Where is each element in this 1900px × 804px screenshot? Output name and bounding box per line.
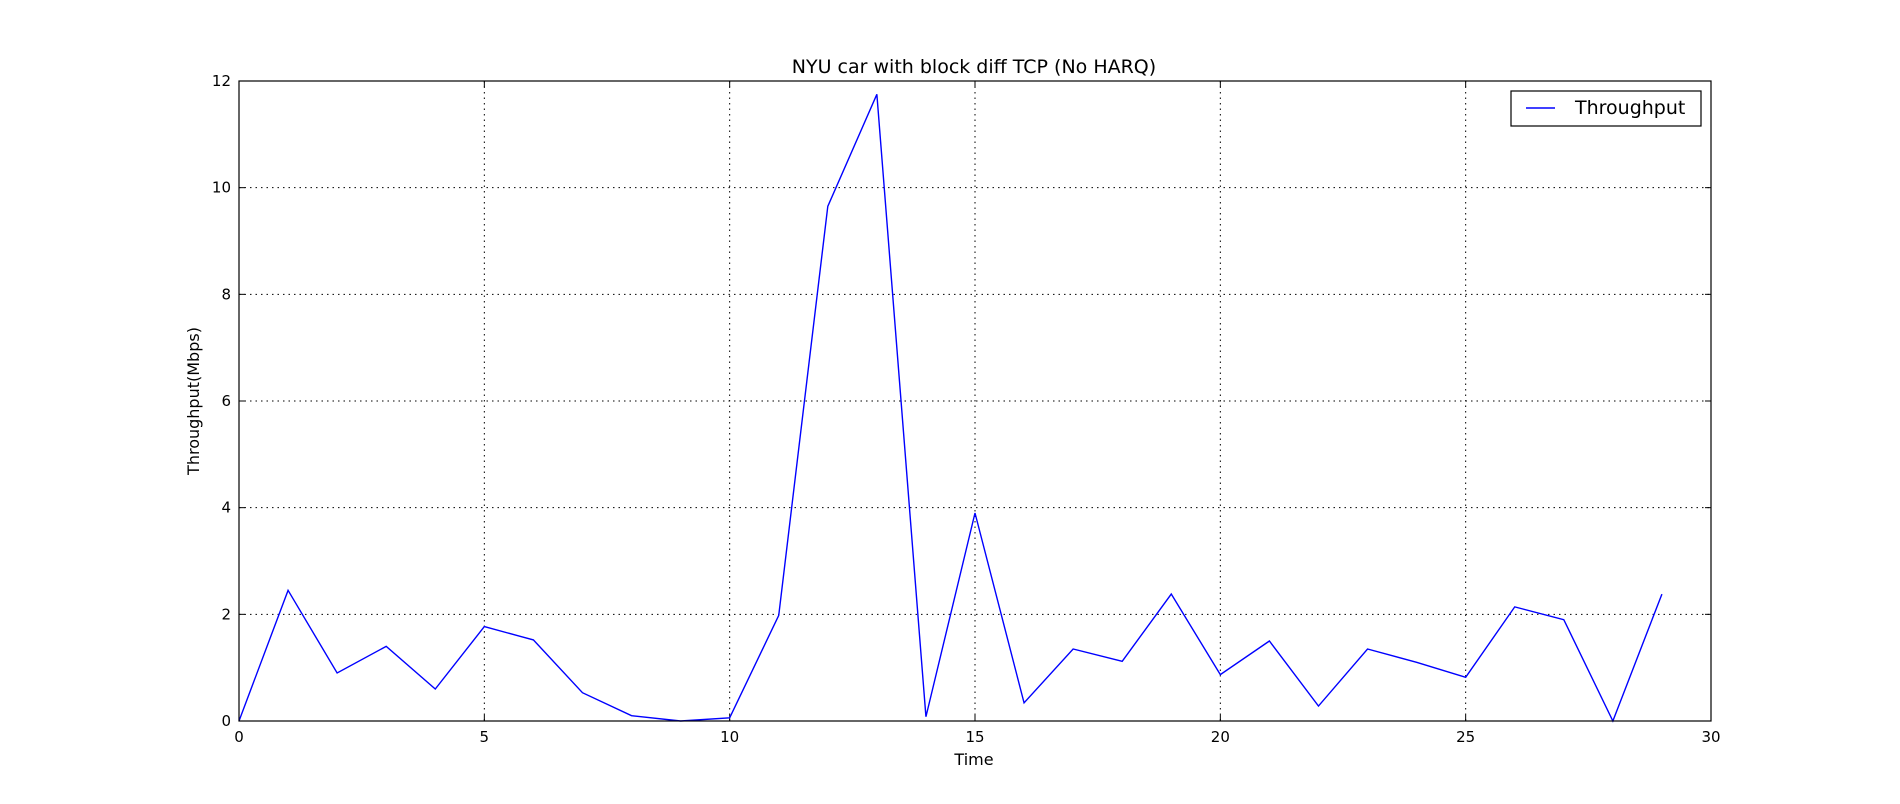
tick-layer: 0 5 10 15 20 25 30 0 2 4 6 8 10 12 xyxy=(212,72,1721,746)
y-tick-label: 4 xyxy=(221,499,231,517)
y-tick-label: 8 xyxy=(221,285,231,303)
series-layer xyxy=(239,94,1662,721)
series-line-throughput xyxy=(239,94,1662,721)
x-axis-label: Time xyxy=(953,750,993,769)
x-tick-label: 25 xyxy=(1456,728,1475,746)
chart-title: NYU car with block diff TCP (No HARQ) xyxy=(792,56,1156,78)
y-axis-label: Throughput(Mbps) xyxy=(184,327,203,476)
legend-label-throughput: Throughput xyxy=(1574,97,1685,119)
legend: Throughput xyxy=(1511,91,1701,126)
x-tick-label: 10 xyxy=(720,728,739,746)
y-tick-label: 2 xyxy=(221,605,231,623)
x-tick-label: 20 xyxy=(1211,728,1230,746)
y-tick-label: 10 xyxy=(212,179,231,197)
x-tick-label: 15 xyxy=(965,728,984,746)
x-tick-label: 5 xyxy=(480,728,490,746)
x-tick-label: 0 xyxy=(234,728,244,746)
y-tick-label: 6 xyxy=(221,392,231,410)
grid-layer xyxy=(239,81,1711,721)
x-tick-label: 30 xyxy=(1701,728,1720,746)
y-tick-label: 12 xyxy=(212,72,231,90)
y-tick-label: 0 xyxy=(221,712,231,730)
